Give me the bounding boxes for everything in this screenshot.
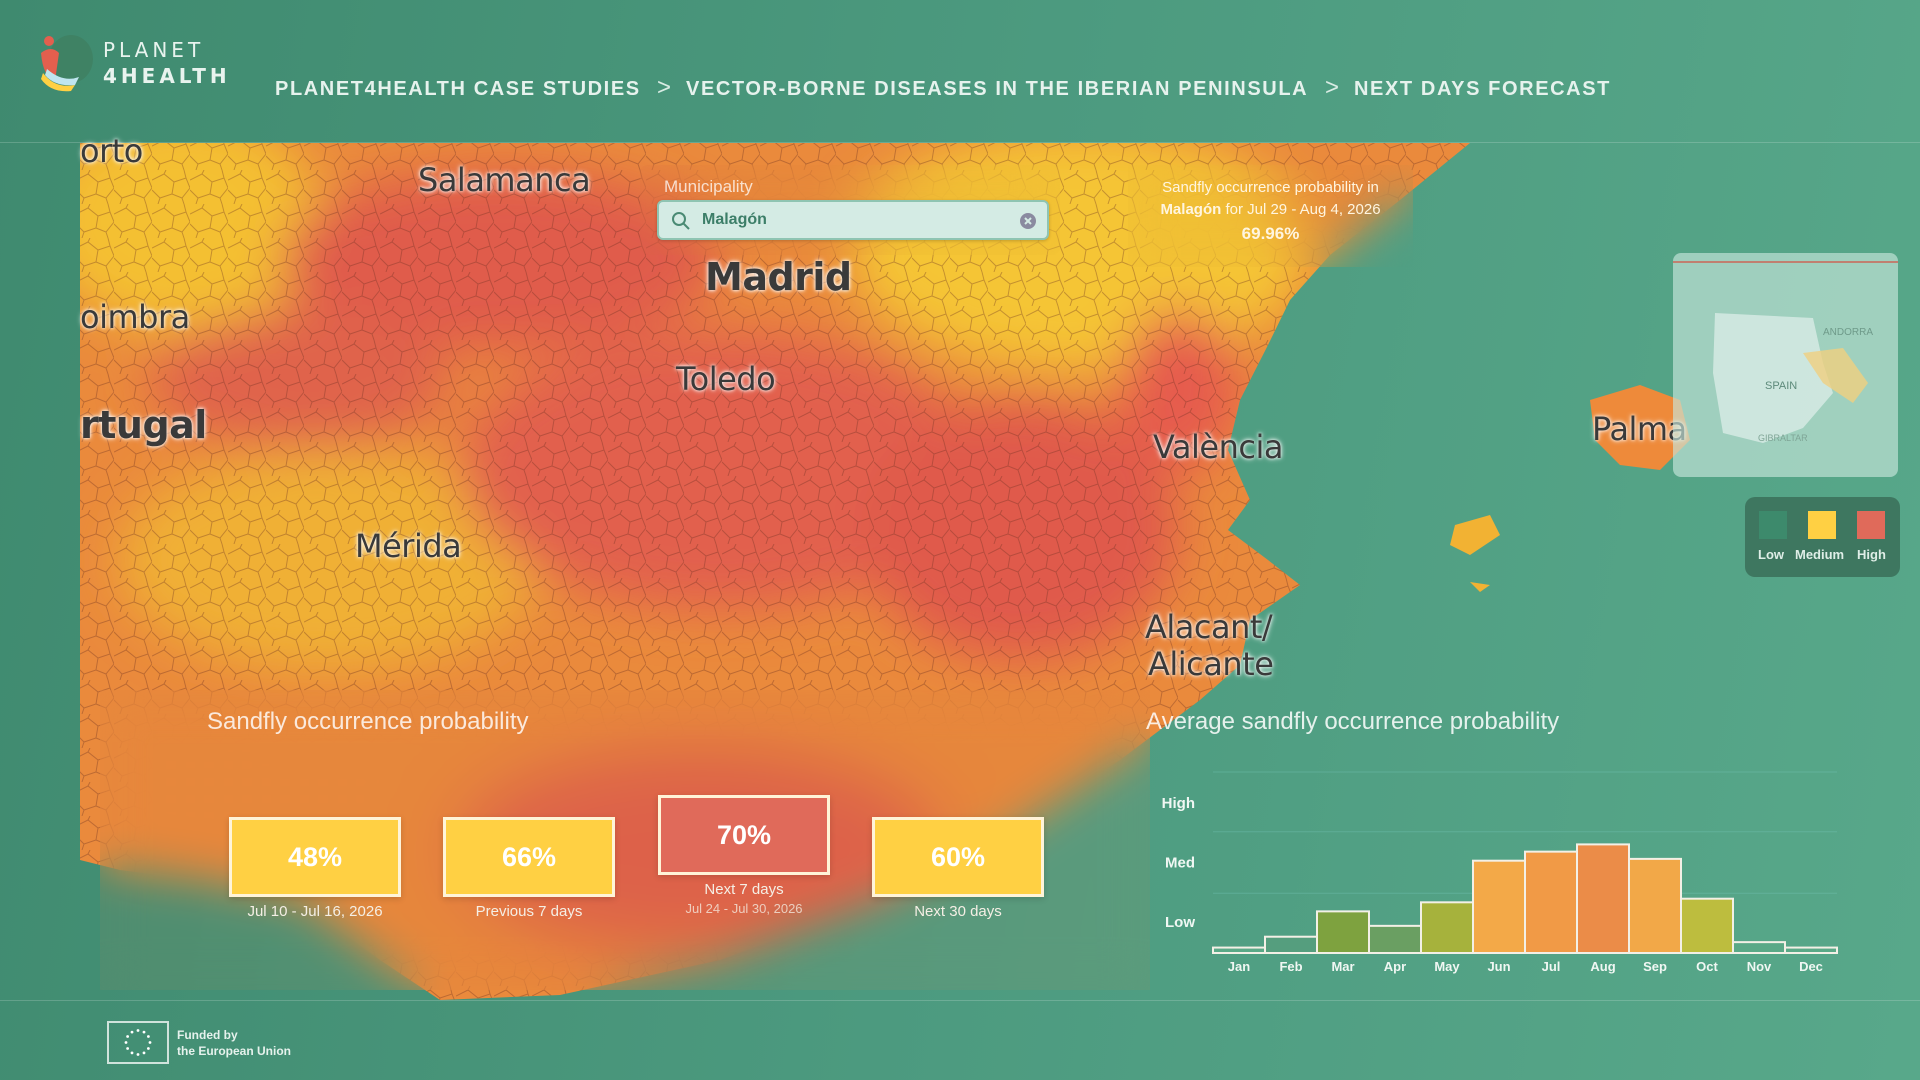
x-tick-label: May xyxy=(1434,959,1460,974)
forecast-card-label: Next 7 days xyxy=(704,881,784,898)
bar-sep[interactable] xyxy=(1628,857,1682,954)
logo-text: 4HEALTH xyxy=(103,64,231,88)
y-tick-label: Low xyxy=(1165,914,1195,931)
map-label-madrid: Madrid xyxy=(705,255,852,299)
map-label-porto: orto xyxy=(80,132,143,170)
tooltip-place: Malagón xyxy=(1160,201,1222,218)
bar-jul[interactable] xyxy=(1524,850,1578,954)
map-label-salamanca: Salamanca xyxy=(418,161,591,199)
legend-label: Low xyxy=(1758,547,1784,562)
forecast-card[interactable]: 70% xyxy=(658,795,830,875)
funding-line: Funded by xyxy=(177,1028,238,1042)
logo-text: PLANET xyxy=(103,38,205,62)
x-tick-label: Sep xyxy=(1643,959,1667,974)
map-label-portugal: rtugal xyxy=(80,403,207,447)
map-label-toledo: Toledo xyxy=(676,360,776,398)
funding-text: Funded by the European Union xyxy=(177,1027,291,1059)
legend-swatch-medium xyxy=(1808,511,1836,539)
x-tick-label: Dec xyxy=(1799,959,1823,974)
search-value: Malagón xyxy=(702,211,767,228)
forecast-card-label: Next 30 days xyxy=(914,903,1002,920)
bar-aug[interactable] xyxy=(1576,843,1630,954)
legend-swatch-low xyxy=(1759,511,1787,539)
map-label-coimbra: oimbra xyxy=(80,298,190,336)
forecast-card[interactable]: 48% xyxy=(229,817,401,897)
forecast-card-label: Previous 7 days xyxy=(475,903,583,920)
summary-title: Sandfly occurrence probability xyxy=(207,708,529,735)
risk-legend: Low Medium High xyxy=(1745,497,1900,577)
bar-jan[interactable] xyxy=(1212,946,1266,955)
y-tick-label: Med xyxy=(1165,855,1195,872)
breadcrumb-separator-icon: > xyxy=(657,74,672,101)
legend-label: High xyxy=(1857,547,1886,562)
map-label-alicante: Alicante xyxy=(1148,645,1274,683)
chart-title: Average sandfly occurrence probability xyxy=(1146,708,1560,735)
bar-apr[interactable] xyxy=(1368,924,1422,955)
x-tick-label: Feb xyxy=(1279,959,1302,974)
inset-label-spain: SPAIN xyxy=(1765,380,1798,392)
search-label: Municipality xyxy=(664,177,753,196)
municipality-search-input[interactable]: Malagón xyxy=(657,200,1049,240)
y-tick-label: High xyxy=(1162,795,1195,812)
x-tick-label: Jul xyxy=(1542,959,1561,974)
map-label-valencia: València xyxy=(1153,428,1283,466)
breadcrumb-current: NEXT DAYS FORECAST xyxy=(1354,78,1611,100)
map-label-palma: Palma xyxy=(1592,410,1687,448)
header: PLANET 4HEALTH PLANET4HEALTH CASE STUDIE… xyxy=(0,0,1920,143)
inset-divider xyxy=(1673,261,1898,263)
tooltip-dates: for Jul 29 - Aug 4, 2026 xyxy=(1221,201,1381,218)
x-tick-label: Oct xyxy=(1696,959,1718,974)
bar-may[interactable] xyxy=(1420,901,1474,955)
breadcrumb-vector-borne[interactable]: VECTOR-BORNE DISEASES IN THE IBERIAN PEN… xyxy=(686,78,1309,100)
breadcrumb-separator-icon: > xyxy=(1325,74,1340,101)
x-tick-label: Mar xyxy=(1331,959,1354,974)
bar-dec[interactable] xyxy=(1784,946,1838,955)
map-label-merida: Mérida xyxy=(355,527,462,565)
forecast-card-sublabel: Jul 24 - Jul 30, 2026 xyxy=(685,901,803,916)
inset-label-gibraltar: GIBRALTAR xyxy=(1758,433,1808,443)
tooltip-value: 69.96% xyxy=(1241,224,1300,243)
bar-oct[interactable] xyxy=(1680,897,1734,954)
x-tick-label: Jan xyxy=(1228,959,1250,974)
legend-label: Medium xyxy=(1795,547,1845,562)
x-tick-label: Nov xyxy=(1747,959,1772,974)
forecast-card[interactable]: 60% xyxy=(872,817,1044,897)
monthly-bar-chart: Low Med High Jan Feb Mar Apr May Jun Jul Aug Sep Oct… xyxy=(1162,771,1838,974)
breadcrumb-case-studies[interactable]: PLANET4HEALTH CASE STUDIES xyxy=(275,78,641,100)
inset-label-andorra: ANDORRA xyxy=(1823,327,1874,338)
tooltip-text: Sandfly occurrence probability in xyxy=(1162,179,1379,196)
funding-line: the European Union xyxy=(177,1044,291,1058)
footer-divider xyxy=(0,1000,1920,1001)
clear-icon[interactable] xyxy=(1019,212,1037,230)
eu-flag-icon xyxy=(107,1021,169,1064)
forecast-card-label: Jul 10 - Jul 16, 2026 xyxy=(247,903,383,920)
forecast-card[interactable]: 66% xyxy=(443,817,615,897)
x-tick-label: Aug xyxy=(1590,959,1615,974)
x-tick-label: Apr xyxy=(1384,959,1406,974)
legend-swatch-high xyxy=(1857,511,1885,539)
bar-feb[interactable] xyxy=(1264,935,1318,955)
municipality-tooltip: Sandfly occurrence probability in Malagó… xyxy=(1128,165,1413,267)
bar-jun[interactable] xyxy=(1472,859,1526,954)
bar-mar[interactable] xyxy=(1316,910,1370,954)
map-label-alicante: Alacant/ xyxy=(1145,608,1273,646)
inset-overview-map[interactable]: SPAIN ANDORRA GIBRALTAR xyxy=(1673,253,1898,477)
search-icon xyxy=(672,212,690,230)
bar-nov[interactable] xyxy=(1732,941,1786,954)
planet4health-logo-icon xyxy=(41,35,93,92)
inset-land xyxy=(1713,313,1868,443)
x-tick-label: Jun xyxy=(1487,959,1510,974)
